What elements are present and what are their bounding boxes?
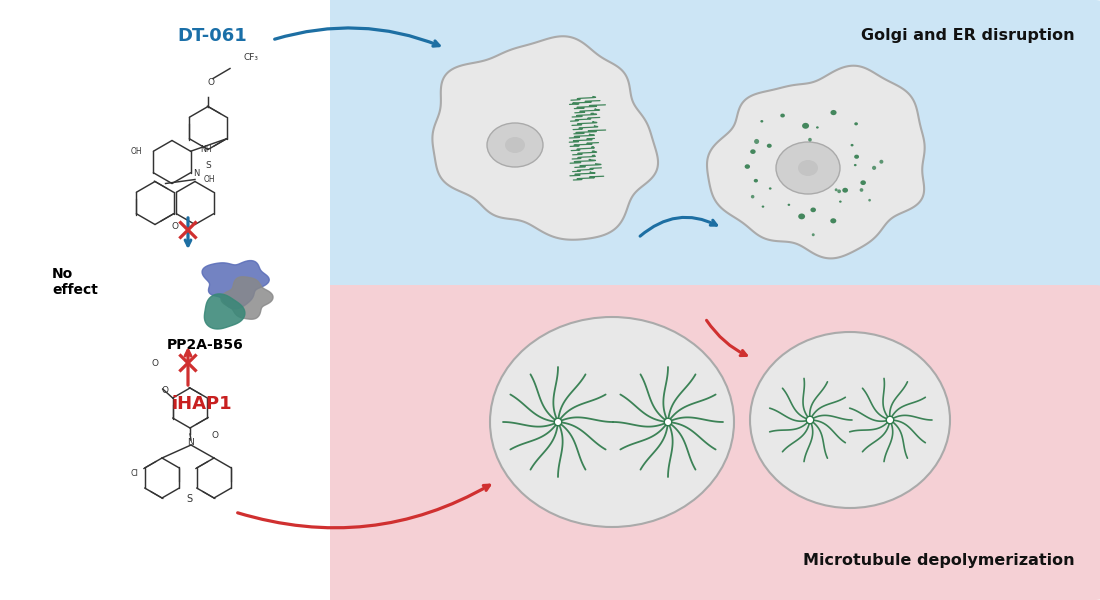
- Bar: [0, 0, 330, 600]
- Text: O: O: [211, 431, 219, 440]
- Polygon shape: [432, 36, 658, 240]
- Ellipse shape: [750, 149, 756, 154]
- Ellipse shape: [761, 205, 764, 208]
- Ellipse shape: [808, 138, 812, 142]
- Text: Golgi and ER disruption: Golgi and ER disruption: [861, 28, 1075, 43]
- Text: O: O: [152, 359, 158, 368]
- Ellipse shape: [830, 218, 836, 223]
- Text: N: N: [188, 438, 195, 447]
- Ellipse shape: [767, 143, 772, 148]
- FancyBboxPatch shape: [315, 0, 1100, 315]
- Ellipse shape: [812, 233, 815, 236]
- Ellipse shape: [799, 214, 805, 220]
- Polygon shape: [707, 65, 925, 259]
- Text: ✕: ✕: [174, 217, 202, 250]
- Ellipse shape: [816, 127, 818, 128]
- Ellipse shape: [806, 416, 814, 424]
- Ellipse shape: [798, 160, 818, 176]
- Polygon shape: [221, 277, 273, 319]
- Ellipse shape: [855, 155, 859, 159]
- Polygon shape: [202, 260, 270, 309]
- Ellipse shape: [854, 164, 857, 166]
- Text: O: O: [161, 386, 168, 395]
- FancyBboxPatch shape: [315, 285, 1100, 600]
- Ellipse shape: [788, 203, 790, 206]
- Ellipse shape: [837, 190, 842, 193]
- Ellipse shape: [505, 137, 525, 153]
- Ellipse shape: [664, 418, 672, 426]
- Ellipse shape: [769, 187, 771, 190]
- Text: S: S: [206, 161, 211, 170]
- Text: N: N: [192, 169, 199, 178]
- Ellipse shape: [855, 122, 858, 125]
- Text: DT-061: DT-061: [177, 27, 246, 45]
- Ellipse shape: [835, 188, 837, 191]
- Text: OH: OH: [204, 175, 216, 184]
- Ellipse shape: [776, 142, 840, 194]
- Text: O: O: [172, 223, 178, 232]
- Text: CF₃: CF₃: [243, 53, 258, 62]
- Ellipse shape: [839, 200, 842, 203]
- Text: iHAP1: iHAP1: [172, 395, 232, 413]
- Ellipse shape: [780, 113, 785, 118]
- Ellipse shape: [754, 179, 758, 182]
- Ellipse shape: [802, 123, 810, 129]
- Ellipse shape: [872, 166, 877, 170]
- Ellipse shape: [751, 195, 755, 199]
- Ellipse shape: [760, 120, 763, 122]
- Polygon shape: [205, 294, 245, 329]
- Ellipse shape: [750, 332, 950, 508]
- Ellipse shape: [487, 123, 543, 167]
- Ellipse shape: [745, 164, 750, 169]
- Ellipse shape: [887, 416, 893, 424]
- Ellipse shape: [879, 160, 883, 164]
- Text: Microtubule depolymerization: Microtubule depolymerization: [803, 553, 1075, 568]
- Text: OH: OH: [131, 147, 143, 156]
- Text: NH: NH: [200, 145, 212, 154]
- Ellipse shape: [850, 144, 854, 146]
- Ellipse shape: [755, 139, 759, 144]
- Text: No
effect: No effect: [52, 267, 98, 297]
- Text: ✕: ✕: [174, 349, 202, 383]
- Ellipse shape: [830, 110, 837, 115]
- Text: Cl: Cl: [130, 469, 138, 478]
- Text: S: S: [186, 494, 192, 504]
- Ellipse shape: [554, 418, 562, 426]
- Ellipse shape: [811, 208, 816, 212]
- Ellipse shape: [843, 188, 848, 193]
- Ellipse shape: [860, 181, 866, 185]
- Ellipse shape: [868, 199, 871, 202]
- Text: PP2A-B56: PP2A-B56: [166, 338, 243, 352]
- Ellipse shape: [490, 317, 734, 527]
- Text: O: O: [208, 77, 214, 86]
- Ellipse shape: [860, 188, 864, 192]
